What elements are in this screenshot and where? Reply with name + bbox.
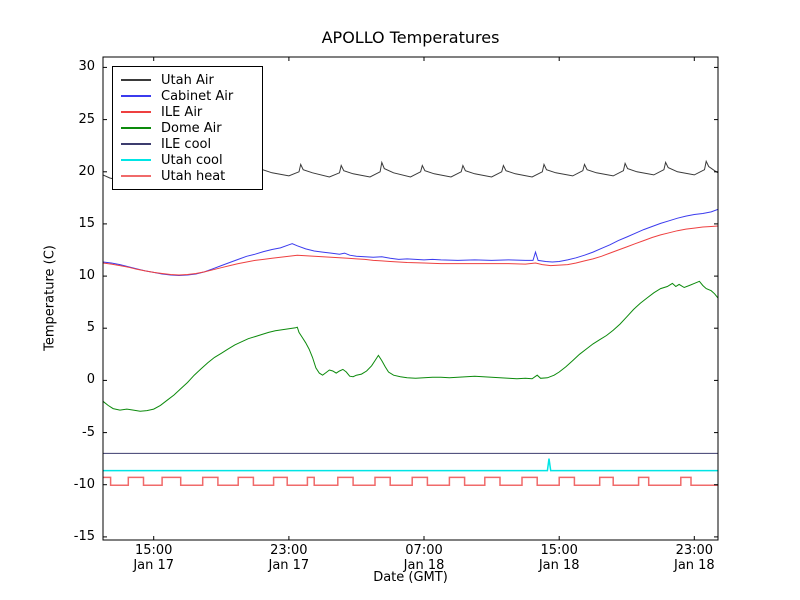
x-tick-time: 23:00 xyxy=(270,543,308,558)
y-tick-label: -5 xyxy=(82,424,95,440)
legend-line-sample xyxy=(121,159,151,161)
x-tick-label: 15:00 Jan 18 xyxy=(511,543,607,573)
legend-item-ile-air: ILE Air xyxy=(121,104,256,120)
legend-line-sample xyxy=(121,175,151,177)
legend-label: Utah heat xyxy=(161,168,226,184)
legend-item-ile-cool: ILE cool xyxy=(121,136,256,152)
legend-label: Dome Air xyxy=(161,120,222,136)
legend-line-sample xyxy=(121,143,151,145)
y-tick-label: 20 xyxy=(78,163,95,179)
legend: Utah Air Cabinet Air ILE Air Dome Air ILE co… xyxy=(112,66,263,190)
x-tick-label: 15:00 Jan 17 xyxy=(106,543,202,573)
x-tick-date: Jan 18 xyxy=(403,558,445,573)
x-tick-time: 15:00 xyxy=(134,543,173,558)
y-tick-label: 15 xyxy=(78,215,95,231)
legend-line-sample xyxy=(121,79,151,81)
x-tick-label: 07:00 Jan 18 xyxy=(376,543,472,573)
x-tick-label: 23:00 Jan 18 xyxy=(646,543,742,573)
x-tick-date: Jan 17 xyxy=(133,558,175,573)
x-axis-label: Date (GMT) xyxy=(373,570,448,585)
legend-label: Utah Air xyxy=(161,72,214,88)
x-tick-date: Jan 17 xyxy=(268,558,310,573)
x-tick-date: Jan 18 xyxy=(673,558,715,573)
y-tick-label: -10 xyxy=(73,476,95,492)
legend-label: Cabinet Air xyxy=(161,88,234,104)
x-tick-date: Jan 18 xyxy=(538,558,580,573)
series-line-ile-air xyxy=(103,225,718,276)
legend-item-dome-air: Dome Air xyxy=(121,120,256,136)
legend-label: ILE cool xyxy=(161,136,212,152)
y-tick-label: 0 xyxy=(86,372,95,388)
legend-label: ILE Air xyxy=(161,104,203,120)
x-tick-time: 07:00 xyxy=(405,543,443,558)
legend-item-utah-air: Utah Air xyxy=(121,72,256,88)
x-tick-time: 15:00 xyxy=(540,543,578,558)
y-tick-label: 5 xyxy=(86,320,95,336)
y-tick-label: 30 xyxy=(78,59,95,75)
legend-item-utah-cool: Utah cool xyxy=(121,152,256,168)
chart-title: APOLLO Temperatures xyxy=(321,28,500,47)
series-line-utah-cool xyxy=(103,458,718,472)
series-line-dome-air xyxy=(103,280,718,412)
series-line-utah-heat xyxy=(103,476,718,486)
y-tick-label: -15 xyxy=(73,528,95,544)
legend-item-utah-heat: Utah heat xyxy=(121,168,256,184)
legend-line-sample xyxy=(121,111,151,113)
y-tick-label: 10 xyxy=(78,268,95,284)
x-tick-time: 23:00 xyxy=(675,543,714,558)
legend-line-sample xyxy=(121,95,151,97)
legend-item-cabinet-air: Cabinet Air xyxy=(121,88,256,104)
x-tick-label: 23:00 Jan 17 xyxy=(241,543,337,573)
series-line-cabinet-air xyxy=(103,208,718,277)
axes-frame xyxy=(102,56,719,541)
legend-label: Utah cool xyxy=(161,152,223,168)
legend-line-sample xyxy=(121,127,151,129)
y-tick-label: 25 xyxy=(78,111,95,127)
